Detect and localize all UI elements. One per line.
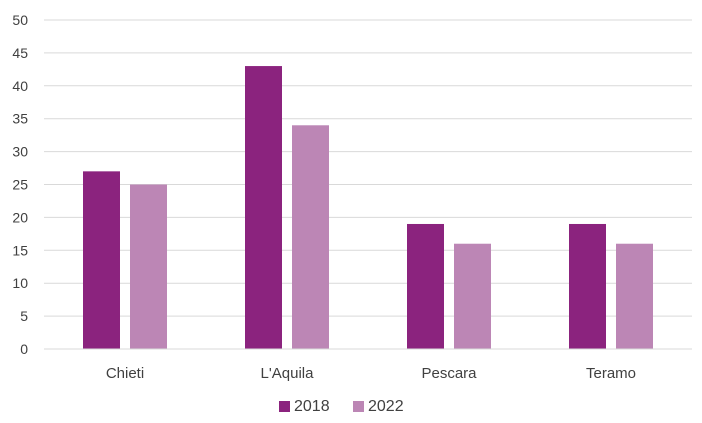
bars (83, 66, 653, 349)
bar-2018-chieti (83, 171, 120, 349)
y-tick-label: 30 (12, 144, 28, 160)
y-tick-label: 10 (12, 275, 28, 291)
y-tick-label: 5 (20, 308, 28, 324)
x-category-label: Pescara (421, 365, 477, 382)
bar-2018-laquila (245, 66, 282, 349)
bar-2022-pescara (454, 243, 491, 349)
y-tick-label: 45 (12, 45, 28, 61)
y-tick-label: 15 (12, 242, 28, 258)
y-tick-label: 0 (20, 341, 28, 357)
bar-2018-pescara (407, 223, 444, 349)
y-tick-label: 40 (12, 78, 28, 94)
bar-2022-teramo (616, 243, 653, 349)
x-category-label: Chieti (106, 365, 144, 382)
bar-2018-teramo (569, 223, 606, 349)
x-category-label: Teramo (586, 365, 636, 382)
y-axis-ticks: 0 5 10 15 20 25 30 35 40 45 50 (12, 12, 28, 357)
legend-swatch-2018 (279, 401, 290, 412)
y-tick-label: 25 (12, 177, 28, 193)
legend-label-2018: 2018 (294, 398, 330, 415)
y-tick-label: 35 (12, 111, 28, 127)
legend-swatch-2022 (353, 401, 364, 412)
legend: 2018 2022 (279, 398, 404, 415)
bar-2022-laquila (292, 125, 329, 349)
x-axis-categories: Chieti L'Aquila Pescara Teramo (106, 365, 636, 382)
legend-label-2022: 2022 (368, 398, 404, 415)
bar-2022-chieti (130, 184, 167, 349)
y-tick-label: 20 (12, 209, 28, 225)
x-category-label: L'Aquila (261, 365, 315, 382)
y-tick-label: 50 (12, 12, 28, 28)
